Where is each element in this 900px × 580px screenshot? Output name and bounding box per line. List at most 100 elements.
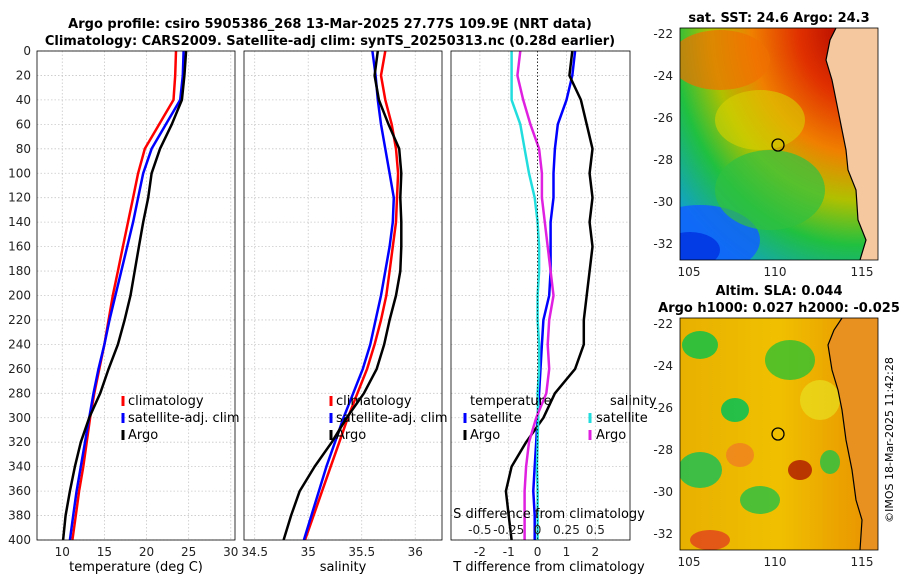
legend-sal-argo-label: Argo — [596, 428, 626, 443]
sla-low-patch — [682, 331, 718, 359]
sst-argo-location-marker — [771, 138, 785, 152]
depth-tick-label: 200 — [8, 289, 31, 303]
sla-map: Altim. SLA: 0.044 Argo h1000: 0.027 h200… — [653, 284, 899, 569]
sst-map-title: sat. SST: 24.6 Argo: 24.3 — [688, 11, 869, 26]
depth-tick-label: 160 — [8, 240, 31, 254]
lat-tick-label: -32 — [653, 237, 673, 251]
temperature-panel: 0 20 40 60 80 100 120 140 160 180 200 220 240 260 280 3… — [8, 44, 240, 575]
series-line-temperature-argo — [504, 51, 594, 540]
lat-tick-label: -28 — [653, 153, 673, 167]
depth-tick-label: 320 — [8, 435, 31, 449]
depth-tick-label: 120 — [8, 191, 31, 205]
sst-map: sat. SST: 24.6 Argo: 24.3 -22 -24 -26 -28 -3… — [653, 11, 879, 279]
figure-title-line1: Argo profile: csiro 5905386_268 13-Mar-2… — [68, 17, 592, 32]
salinity-grid — [244, 50, 442, 541]
sla-shelf — [828, 318, 878, 550]
series-line-argo — [282, 51, 403, 540]
x-tick-label: 35 — [301, 545, 316, 559]
lon-tick-label: 110 — [764, 555, 787, 569]
lat-tick-label: -26 — [653, 401, 673, 415]
lat-tick-label: -26 — [653, 111, 673, 125]
legend-sal-satellite-label: satellite — [596, 411, 648, 426]
sla-high-patch — [690, 530, 730, 550]
depth-tick-label: 80 — [16, 142, 31, 156]
difference-legend: temperature satellite Argo salinity sate… — [463, 394, 657, 443]
secondary-tick-label: 0.5 — [586, 523, 605, 537]
salinity-xlabel: salinity — [320, 560, 367, 575]
figure-title-line2: Climatology: CARS2009. Satellite-adj cli… — [45, 34, 615, 49]
series-line-climatology — [71, 51, 178, 540]
legend-climatology-label: climatology — [128, 394, 204, 409]
salinity-tick-labels: 34.5 35 35.5 36 — [241, 545, 423, 559]
sla-map-title1: Altim. SLA: 0.044 — [716, 284, 843, 299]
series-line-salinity-argo — [516, 51, 555, 540]
x-tick-label: -2 — [474, 545, 486, 559]
sla-map-lon-labels: 105 110 115 — [678, 555, 874, 569]
x-tick-label: 20 — [139, 545, 154, 559]
series-line-salinity-satellite — [510, 51, 541, 540]
difference-grid — [451, 50, 630, 541]
lat-tick-label: -30 — [653, 195, 673, 209]
sst-map-lat-labels: -22 -24 -26 -28 -30 -32 — [653, 27, 673, 251]
legend-temp-satellite-label: satellite — [470, 411, 522, 426]
sla-low-patch — [765, 340, 815, 380]
sla-high-patch — [800, 380, 840, 420]
sla-coastline — [827, 318, 863, 550]
lat-tick-label: -32 — [653, 527, 673, 541]
lat-tick-label: -22 — [653, 317, 673, 331]
lat-tick-label: -24 — [653, 359, 673, 373]
x-tick-label: 15 — [97, 545, 112, 559]
lat-tick-label: -28 — [653, 443, 673, 457]
lon-tick-label: 105 — [678, 555, 701, 569]
sla-high-patch — [788, 460, 812, 480]
x-tick-label: 25 — [181, 545, 196, 559]
x-tick-label: 10 — [55, 545, 70, 559]
x-tick-label: 1 — [563, 545, 571, 559]
depth-tick-label: 0 — [23, 44, 31, 58]
secondary-tick-label: 0.25 — [553, 523, 580, 537]
difference-xlabel: T difference from climatology — [452, 560, 645, 575]
lon-tick-label: 115 — [851, 265, 874, 279]
sst-map-image — [680, 28, 878, 260]
temperature-xlabel: temperature (deg C) — [69, 560, 203, 575]
difference-tick-labels: -2 -1 0 1 2 — [474, 545, 599, 559]
sst-coldest-patch — [680, 232, 720, 260]
sla-map-lat-labels: -22 -24 -26 -28 -30 -32 — [653, 317, 673, 541]
sst-coastline — [825, 28, 867, 260]
difference-panel: -2 -1 0 1 2 T difference from climatology S … — [450, 50, 657, 575]
x-tick-label: 30 — [223, 545, 238, 559]
depth-tick-label: 280 — [8, 386, 31, 400]
sst-map-lon-labels: 105 110 115 — [678, 265, 874, 279]
difference-lines — [504, 51, 594, 540]
temperature-lines — [61, 51, 188, 540]
legend-salinity-title: salinity — [610, 394, 657, 409]
temperature-grid — [37, 50, 235, 541]
legend-argo-label: Argo — [336, 428, 366, 443]
sst-green-patch — [715, 150, 825, 230]
salinity-panel: 34.5 35 35.5 36 salinity climatology satell… — [241, 50, 448, 575]
salinity-diff-tick-labels: -0.5 -0.25 0 0.25 0.5 — [468, 523, 605, 537]
x-tick-label: -1 — [503, 545, 515, 559]
series-line-satellite-adj-clim — [68, 51, 185, 540]
salinity-axes-frame — [243, 50, 443, 541]
depth-tick-label: 340 — [8, 460, 31, 474]
salinity-legend: climatology satellite-adj. clim Argo — [329, 394, 448, 443]
lat-tick-label: -30 — [653, 485, 673, 499]
depth-tick-label: 360 — [8, 484, 31, 498]
sst-land — [826, 28, 878, 260]
lon-tick-label: 105 — [678, 265, 701, 279]
difference-axes-frame — [450, 50, 631, 541]
series-line-temperature-satellite — [532, 51, 577, 540]
depth-tick-label: 20 — [16, 68, 31, 82]
imos-timestamp: ©IMOS 18-Mar-2025 11:42:28 — [883, 357, 896, 523]
depth-tick-label: 140 — [8, 215, 31, 229]
depth-tick-label: 100 — [8, 166, 31, 180]
depth-tick-label: 300 — [8, 411, 31, 425]
sla-low-patch — [680, 452, 722, 488]
legend-temperature-title: temperature — [470, 394, 552, 409]
series-line-argo — [61, 51, 188, 540]
depth-tick-label: 380 — [8, 509, 31, 523]
temperature-tick-labels: 10 15 20 25 30 — [55, 545, 239, 559]
legend-satellite-label: satellite-adj. clim — [336, 411, 448, 426]
